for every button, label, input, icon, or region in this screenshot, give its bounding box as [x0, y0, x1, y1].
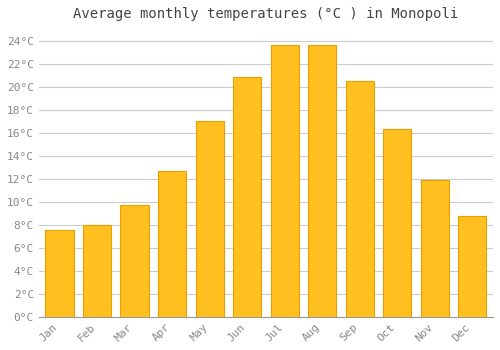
Bar [458, 216, 486, 317]
Bar [120, 205, 148, 317]
Bar [308, 45, 336, 317]
Bar [383, 129, 412, 317]
Bar [158, 171, 186, 317]
Title: Average monthly temperatures (°C ) in Monopoli: Average monthly temperatures (°C ) in Mo… [74, 7, 458, 21]
Bar [83, 225, 111, 317]
Bar [233, 77, 261, 317]
Bar [196, 121, 224, 317]
Bar [46, 231, 74, 317]
Bar [346, 81, 374, 317]
Bar [421, 180, 449, 317]
Bar [270, 45, 299, 317]
